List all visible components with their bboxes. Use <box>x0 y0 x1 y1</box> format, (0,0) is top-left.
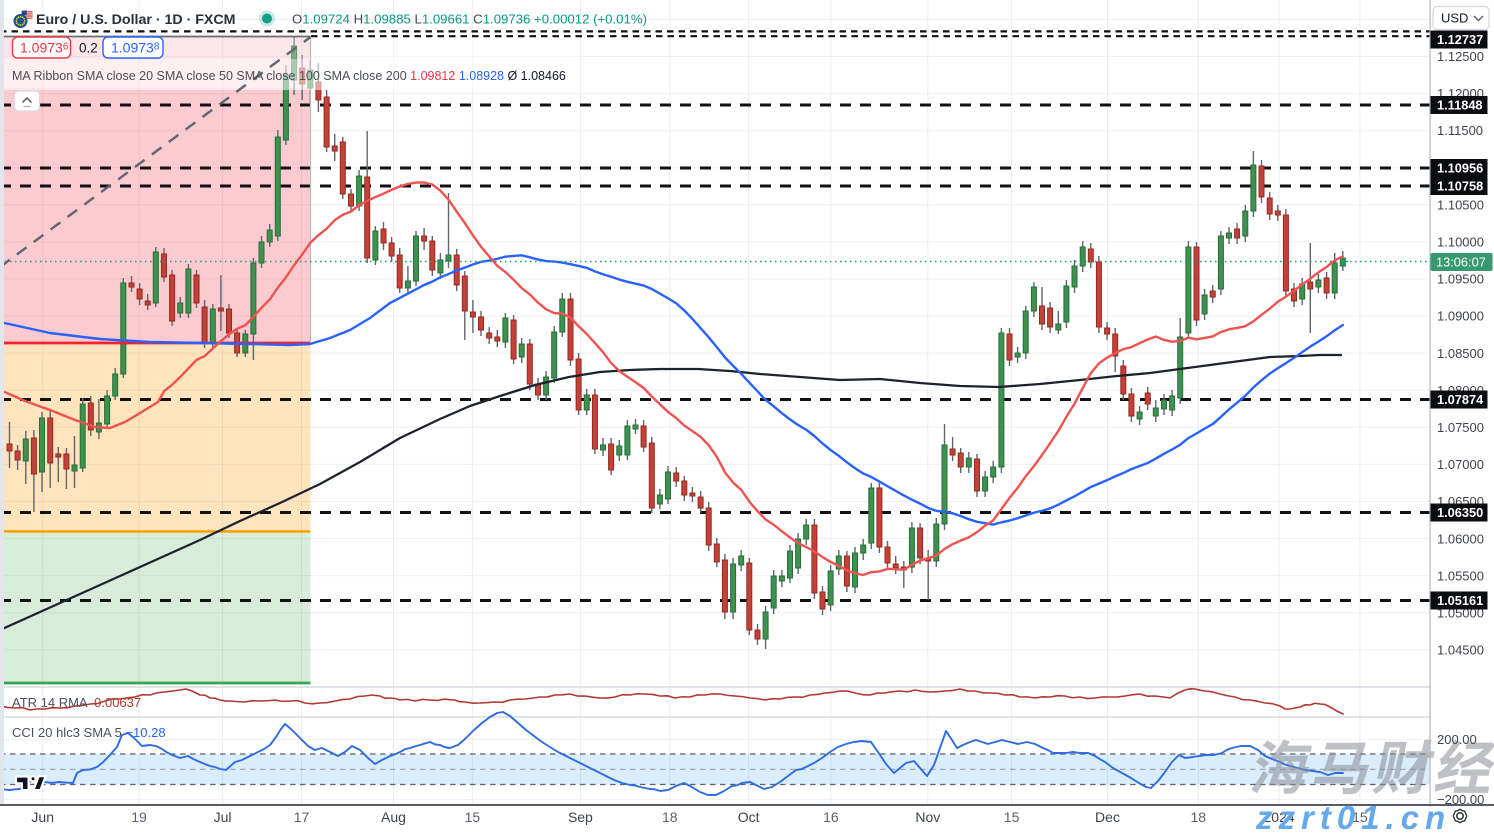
svg-text:Euro / U.S. Dollar · 1D · FXCM: Euro / U.S. Dollar · 1D · FXCM <box>36 12 235 28</box>
svg-text:1.07500: 1.07500 <box>1437 420 1484 435</box>
svg-text:Jun: Jun <box>31 809 54 825</box>
svg-text:1.09736: 1.09736 <box>20 40 69 56</box>
svg-text:ATR 14 RMA 0.00637: ATR 14 RMA 0.00637 <box>12 695 141 710</box>
svg-text:16: 16 <box>823 809 839 825</box>
svg-text:13:06:07: 13:06:07 <box>1436 255 1486 270</box>
svg-text:O1.09724 H1.09885 L1.09661 C1.: O1.09724 H1.09885 L1.09661 C1.09736 +0.0… <box>292 12 647 27</box>
svg-text:18: 18 <box>1191 809 1207 825</box>
svg-text:1.09500: 1.09500 <box>1437 272 1484 287</box>
svg-text:USD: USD <box>1441 11 1468 26</box>
svg-text:MA Ribbon SMA close 20 SMA clo: MA Ribbon SMA close 20 SMA close 50 SMA … <box>12 69 566 83</box>
svg-text:2024: 2024 <box>1264 809 1295 825</box>
svg-text:18: 18 <box>662 809 678 825</box>
svg-text:1.11848: 1.11848 <box>1437 98 1483 113</box>
svg-text:1.10758: 1.10758 <box>1437 179 1483 194</box>
svg-text:15: 15 <box>1004 809 1020 825</box>
svg-text:1.12500: 1.12500 <box>1437 49 1484 64</box>
svg-text:1.11500: 1.11500 <box>1437 123 1483 138</box>
svg-text:1.10500: 1.10500 <box>1437 197 1484 212</box>
svg-text:Sep: Sep <box>568 809 593 825</box>
svg-text:1.04500: 1.04500 <box>1437 643 1484 658</box>
svg-text:1.07000: 1.07000 <box>1437 457 1484 472</box>
svg-text:CCI 20 hlc3 SMA 5 −10.28: CCI 20 hlc3 SMA 5 −10.28 <box>12 725 166 740</box>
svg-text:1.09000: 1.09000 <box>1437 309 1484 324</box>
svg-text:17: 17 <box>294 809 310 825</box>
svg-text:1.07874: 1.07874 <box>1437 392 1484 407</box>
svg-text:1.05161: 1.05161 <box>1437 593 1483 608</box>
svg-text:Nov: Nov <box>915 809 940 825</box>
svg-text:1.08500: 1.08500 <box>1437 346 1484 361</box>
svg-text:Jul: Jul <box>214 809 232 825</box>
svg-text:19: 19 <box>131 809 147 825</box>
svg-text:15: 15 <box>465 809 481 825</box>
svg-text:0.2: 0.2 <box>79 41 98 56</box>
svg-text:200.00: 200.00 <box>1437 732 1477 747</box>
svg-text:15: 15 <box>1352 809 1368 825</box>
svg-text:Aug: Aug <box>381 809 406 825</box>
svg-text:1.06350: 1.06350 <box>1437 505 1483 520</box>
svg-text:1.12737: 1.12737 <box>1437 32 1483 47</box>
svg-text:zzrt01.cn: zzrt01.cn <box>1255 799 1451 835</box>
svg-text:1.10956: 1.10956 <box>1437 161 1483 176</box>
svg-text:Oct: Oct <box>738 809 760 825</box>
svg-text:1.06000: 1.06000 <box>1437 531 1484 546</box>
svg-text:1.09738: 1.09738 <box>111 40 160 56</box>
svg-text:1.10000: 1.10000 <box>1437 235 1484 250</box>
svg-text:−200.00: −200.00 <box>1437 792 1484 807</box>
svg-text:1.05500: 1.05500 <box>1437 568 1484 583</box>
svg-text:Dec: Dec <box>1095 809 1120 825</box>
